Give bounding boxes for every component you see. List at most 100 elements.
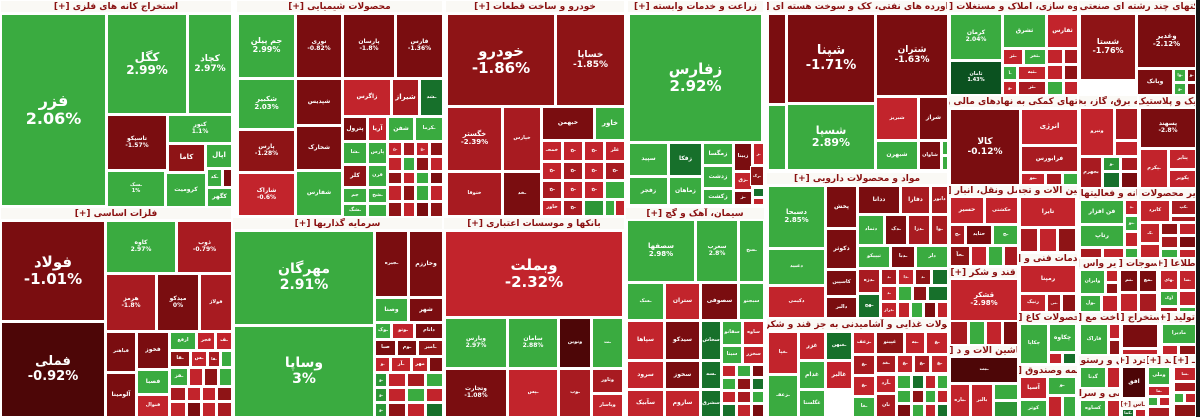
treemap-tile[interactable]: فصبا <box>137 370 169 394</box>
treemap-tile[interactable] <box>368 204 387 217</box>
treemap-tile[interactable] <box>1179 345 1196 355</box>
treemap-tile[interactable]: فاراک <box>1080 324 1108 355</box>
treemap-tile[interactable] <box>1047 65 1063 80</box>
treemap-tile[interactable] <box>1020 228 1038 252</box>
treemap-tile[interactable]: ـغ <box>914 355 930 373</box>
section-header[interactable]: خودرو و ساخت قطعات [+] <box>445 0 625 13</box>
treemap-tile[interactable] <box>430 202 443 217</box>
treemap-tile[interactable]: ـفز <box>170 368 188 386</box>
treemap-tile[interactable]: گدنا <box>1080 367 1106 388</box>
treemap-tile[interactable]: خاور <box>595 107 625 140</box>
treemap-tile[interactable]: کاما <box>168 144 205 172</box>
treemap-tile[interactable]: شتران -1.63% <box>876 14 948 96</box>
treemap-tile[interactable] <box>971 246 987 266</box>
treemap-tile[interactable] <box>1115 141 1138 156</box>
treemap-tile[interactable]: ـثر <box>1018 81 1046 95</box>
treemap-tile[interactable]: مهر <box>412 357 428 372</box>
treemap-tile[interactable]: هرمز -1.8% <box>106 274 156 331</box>
section-header[interactable]: ـاطلاعا [+] <box>1158 258 1196 270</box>
treemap-tile[interactable] <box>170 402 186 417</box>
treemap-tile[interactable] <box>1004 246 1018 266</box>
treemap-tile[interactable]: ـخ <box>563 141 583 161</box>
treemap-tile[interactable] <box>897 390 911 403</box>
treemap-tile[interactable]: شراز <box>919 97 948 140</box>
treemap-tile[interactable] <box>388 373 406 387</box>
treemap-tile[interactable] <box>605 200 615 216</box>
treemap-tile[interactable] <box>1160 307 1178 312</box>
treemap-tile[interactable]: ـخ <box>388 142 402 156</box>
treemap-tile[interactable]: پترول <box>343 117 367 141</box>
section-header[interactable]: ـعرضه برق، گاز، بخا [+] <box>1078 95 1138 108</box>
section-header[interactable]: استخراج کانه های فلزی [+] <box>0 0 232 13</box>
treemap-tile[interactable]: مهرگان 2.91% <box>234 231 374 325</box>
treemap-tile[interactable]: ـشا <box>343 142 367 164</box>
treemap-tile[interactable]: سشرق <box>701 390 721 417</box>
treemap-tile[interactable] <box>1159 397 1170 406</box>
treemap-tile[interactable]: ـخ <box>416 142 429 156</box>
treemap-tile[interactable] <box>1125 248 1138 258</box>
treemap-tile[interactable] <box>1121 157 1138 171</box>
treemap-tile[interactable]: فزر 2.06% <box>1 14 106 206</box>
treemap-tile[interactable] <box>937 302 948 318</box>
treemap-tile[interactable]: حتاید <box>966 225 992 245</box>
treemap-tile[interactable]: انرژی <box>1021 109 1078 145</box>
treemap-tile[interactable]: زفجر <box>629 177 668 205</box>
treemap-tile[interactable] <box>1140 244 1160 258</box>
treemap-tile[interactable]: ـآ <box>1003 66 1017 80</box>
treemap-tile[interactable]: فملی -0.92% <box>1 322 105 417</box>
treemap-tile[interactable]: کرمان 2.04% <box>950 14 1002 60</box>
treemap-tile[interactable]: ـآرد <box>876 375 896 393</box>
treemap-tile[interactable]: ـف <box>216 332 232 350</box>
treemap-tile[interactable] <box>187 402 201 417</box>
treemap-tile[interactable]: سرود <box>627 361 664 389</box>
treemap-tile[interactable]: وپارس 2.97% <box>445 318 507 368</box>
section-header[interactable]: ـفعالیتهای کمکی به نهادهای مالی وا [+] <box>948 95 1078 108</box>
treemap-tile[interactable] <box>897 404 911 417</box>
treemap-tile[interactable] <box>217 387 232 401</box>
treemap-tile[interactable]: ـت <box>592 318 623 368</box>
treemap-tile[interactable]: سخاش <box>701 321 721 360</box>
treemap-tile[interactable] <box>202 387 216 401</box>
section-header[interactable]: منسوجات [+] <box>1118 258 1158 270</box>
treemap-tile[interactable] <box>942 141 948 155</box>
treemap-tile[interactable] <box>913 286 927 301</box>
treemap-tile[interactable]: ـبه <box>905 332 925 354</box>
treemap-tile[interactable] <box>1103 248 1124 258</box>
treemap-tile[interactable]: غزر <box>799 332 825 360</box>
treemap-tile[interactable] <box>737 378 751 390</box>
treemap-tile[interactable]: وساپا 3% <box>234 326 374 417</box>
treemap-tile[interactable]: ـجیره <box>375 231 408 297</box>
treemap-tile[interactable]: ـسخ <box>739 220 764 282</box>
treemap-tile[interactable]: ـغ <box>926 332 948 354</box>
treemap-tile[interactable]: ـخ <box>584 162 604 180</box>
treemap-tile[interactable]: شیراز <box>392 79 419 116</box>
treemap-tile[interactable]: زفکا <box>669 143 702 176</box>
treemap-tile[interactable]: ـکرما <box>415 117 443 141</box>
treemap-tile[interactable]: زبینا <box>734 143 752 171</box>
treemap-tile[interactable] <box>942 156 948 170</box>
treemap-tile[interactable]: ـامیر <box>418 340 443 356</box>
treemap-tile[interactable]: ختوقا <box>447 172 502 216</box>
treemap-tile[interactable]: پخش <box>826 186 857 228</box>
treemap-tile[interactable] <box>1063 396 1076 417</box>
treemap-tile[interactable]: کالا -0.12% <box>950 109 1020 185</box>
treemap-tile[interactable]: کلر <box>343 165 367 187</box>
treemap-tile[interactable]: ارفع <box>170 332 196 350</box>
treemap-tile[interactable] <box>388 403 406 417</box>
treemap-tile[interactable] <box>1107 367 1120 388</box>
treemap-tile[interactable]: ـوم <box>397 340 417 356</box>
treemap-tile[interactable] <box>1187 83 1196 95</box>
treemap-tile[interactable]: سصوفی <box>701 283 738 320</box>
treemap-tile[interactable] <box>1064 49 1078 64</box>
treemap-tile[interactable]: ـپکرم <box>1140 149 1168 188</box>
treemap-tile[interactable] <box>722 378 736 390</box>
treemap-tile[interactable] <box>1171 216 1196 222</box>
treemap-tile[interactable] <box>615 200 625 216</box>
treemap-tile[interactable]: ـغ <box>931 355 948 373</box>
treemap-tile[interactable] <box>1161 223 1178 235</box>
treemap-tile[interactable]: ـحآ <box>950 246 970 266</box>
treemap-tile[interactable]: وغدیر -2.12% <box>1137 14 1196 68</box>
treemap-tile[interactable] <box>1179 236 1196 248</box>
treemap-tile[interactable]: ـوتو <box>392 323 414 339</box>
treemap-tile[interactable]: تاسیکو -1.57% <box>107 115 167 170</box>
